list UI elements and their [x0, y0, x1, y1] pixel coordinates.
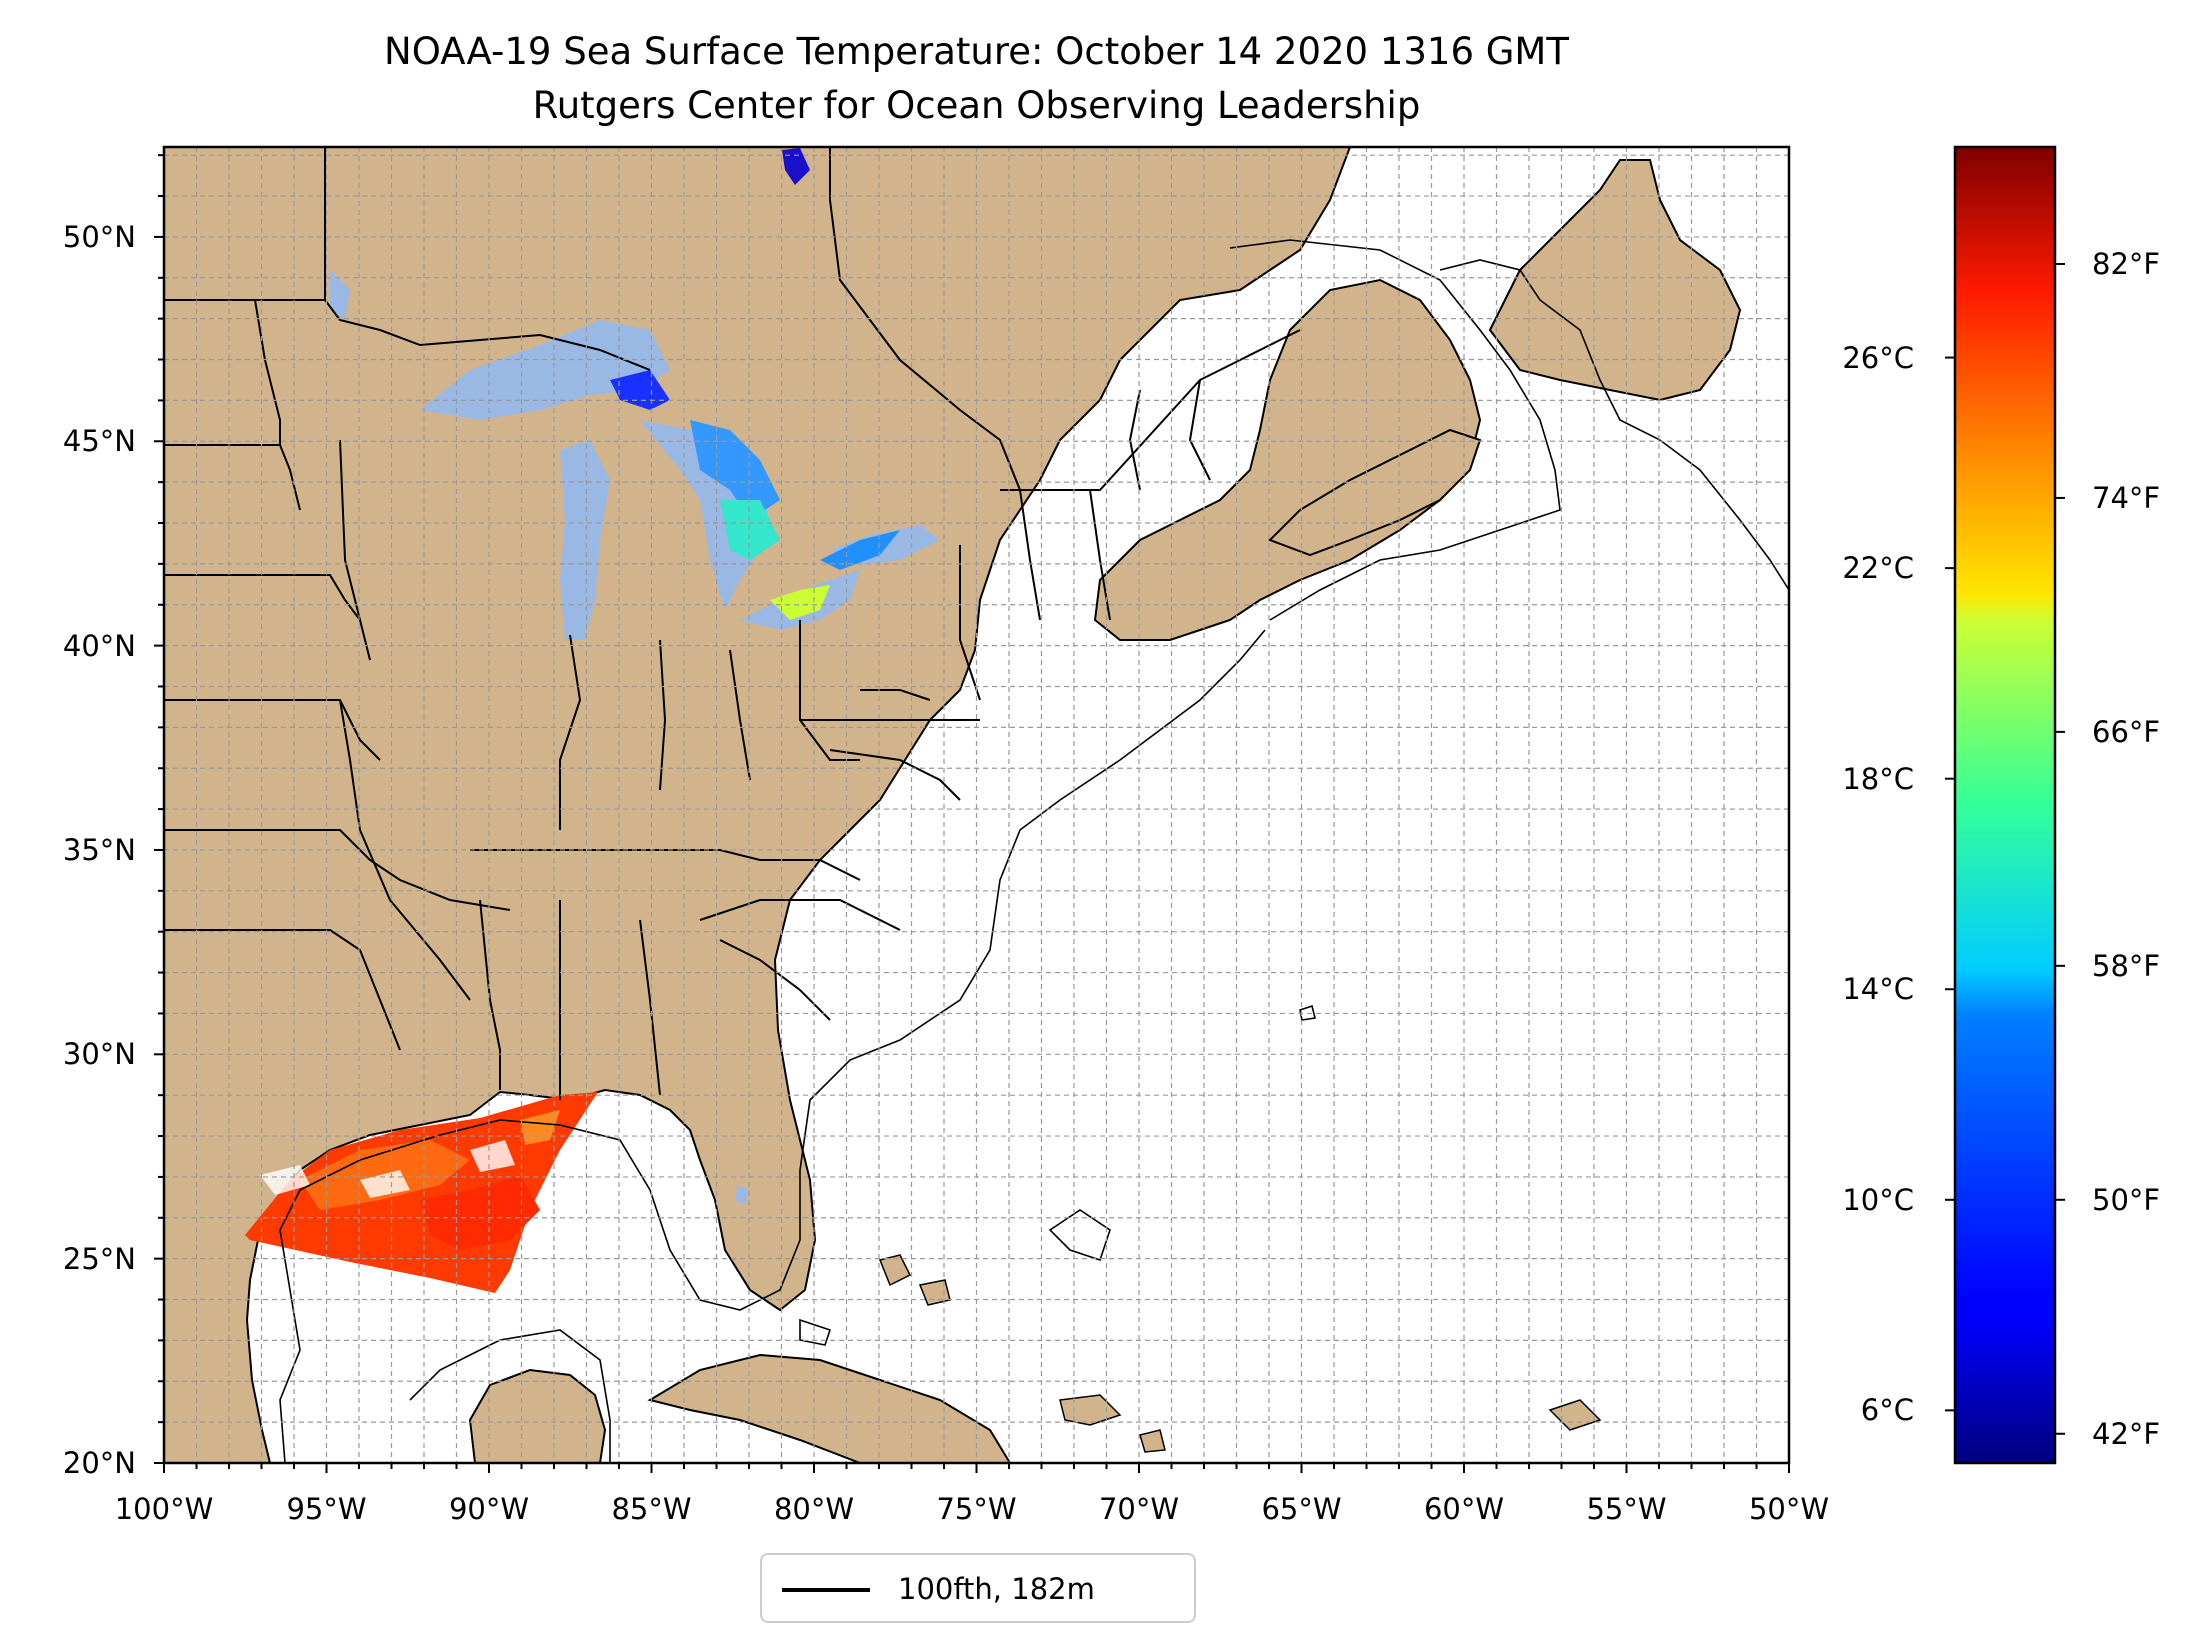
celsius-tick-label: 18°C — [1842, 761, 1914, 796]
celsius-tick-label: 26°C — [1842, 340, 1914, 375]
lon-tick-label: 80°W — [773, 1492, 855, 1526]
lon-tick-label: 55°W — [1586, 1492, 1667, 1526]
chart-subtitle: Rutgers Center for Ocean Observing Leade… — [532, 84, 1421, 127]
lat-tick-label: 40°N — [62, 628, 136, 663]
lake-superior — [420, 320, 670, 420]
fahrenheit-tick-label: 82°F — [2092, 246, 2161, 281]
fahrenheit-tick-label: 58°F — [2092, 948, 2161, 983]
lon-tick-label: 90°W — [448, 1492, 530, 1526]
lat-tick-label: 20°N — [62, 1446, 136, 1480]
lat-tick-label: 30°N — [62, 1037, 136, 1072]
lon-tick-label: 65°W — [1261, 1492, 1342, 1526]
fahrenheit-tick-label: 42°F — [2092, 1416, 2161, 1451]
legend-label: 100fth, 182m — [898, 1572, 1095, 1606]
colorbar-ticks — [1945, 262, 2065, 1435]
lake-michigan — [560, 440, 610, 640]
legend: 100fth, 182m — [760, 1553, 1196, 1623]
lon-tick-label: 60°W — [1423, 1492, 1505, 1526]
lat-tick-label: 50°N — [62, 219, 136, 254]
newfoundland-land — [1488, 159, 1742, 402]
lon-tick-label: 70°W — [1098, 1492, 1180, 1526]
lat-tick-label: 35°N — [62, 832, 136, 867]
lon-tick-label: 50°W — [1748, 1492, 1830, 1526]
legend-line-swatch — [782, 1588, 870, 1592]
celsius-tick-label: 22°C — [1842, 551, 1914, 586]
axis-ticks — [154, 154, 1790, 1473]
sst-map — [164, 147, 1789, 1463]
lake-sst — [610, 148, 900, 620]
graticule — [164, 147, 1789, 1463]
lon-tick-label: 75°W — [936, 1492, 1017, 1526]
lat-tick-label: 25°N — [62, 1241, 136, 1276]
yucatan-land — [468, 1368, 607, 1463]
celsius-tick-label: 14°C — [1842, 972, 1914, 1007]
fahrenheit-tick-label: 74°F — [2092, 480, 2161, 515]
lon-tick-label: 95°W — [286, 1492, 367, 1526]
cuba-land — [647, 1353, 1012, 1463]
sst-swath — [245, 1092, 598, 1293]
celsius-tick-label: 10°C — [1842, 1182, 1914, 1217]
colorbar — [1953, 145, 2057, 1465]
nova-scotia-land — [1268, 428, 1482, 557]
lon-tick-label: 100°W — [114, 1492, 214, 1526]
lat-tick-label: 45°N — [62, 424, 136, 459]
chart-title: NOAA-19 Sea Surface Temperature: October… — [384, 30, 1569, 73]
lake-winnipeg-region — [330, 270, 350, 320]
celsius-tick-label: 6°C — [1860, 1393, 1914, 1428]
lon-tick-label: 85°W — [611, 1492, 692, 1526]
political-borders — [164, 147, 1301, 1100]
fahrenheit-tick-label: 66°F — [2092, 714, 2161, 749]
maritimes-land — [1093, 278, 1482, 641]
fahrenheit-tick-label: 50°F — [2092, 1182, 2161, 1217]
florida-lake — [735, 1185, 748, 1205]
